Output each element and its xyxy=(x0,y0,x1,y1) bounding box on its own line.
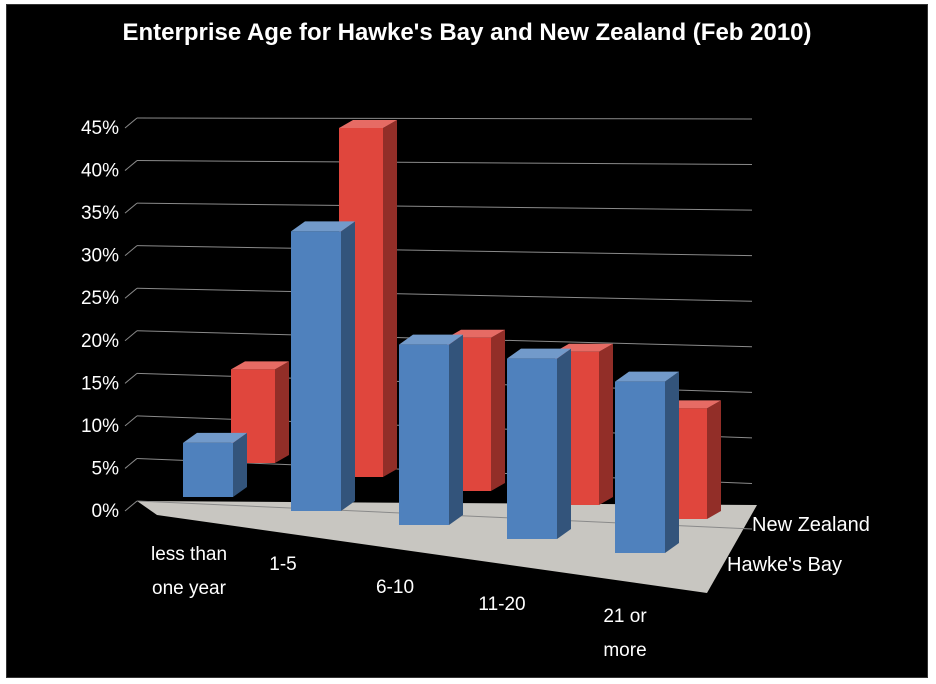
series-label-new-zealand: New Zealand xyxy=(752,514,870,536)
gridline xyxy=(136,245,753,257)
series-label-hawkes-bay: Hawke's Bay xyxy=(727,554,842,576)
y-tick-label: 25% xyxy=(81,288,119,309)
x-category-label: 6-10 xyxy=(376,577,414,598)
gridline-tick xyxy=(124,500,138,512)
bar-hawkes-bay xyxy=(615,371,679,553)
gridline-tick xyxy=(124,117,138,129)
gridline-tick xyxy=(124,372,138,384)
x-category-label: 11-20 xyxy=(478,594,525,615)
gridline-tick xyxy=(124,202,138,214)
y-tick-label: 30% xyxy=(81,246,119,267)
y-tick-label: 40% xyxy=(81,161,119,182)
bar-hawkes-bay xyxy=(399,334,463,525)
gridline xyxy=(136,160,753,166)
gridline xyxy=(136,287,753,302)
chart-frame: Enterprise Age for Hawke's Bay and New Z… xyxy=(6,4,928,678)
gridline-tick xyxy=(124,245,138,257)
gridline-tick xyxy=(124,458,138,469)
gridline-tick xyxy=(124,287,138,299)
chart-svg: 0% 5% 10% 15% 20% 25% 30% 35% 40% 45% less than one… xyxy=(81,117,870,661)
x-category-label: 21 or more xyxy=(603,606,647,661)
y-tick-label: 5% xyxy=(92,458,120,479)
bar-hawkes-bay xyxy=(291,221,355,511)
chart-floor xyxy=(137,501,757,593)
gridline-tick xyxy=(124,160,138,171)
chart-title: Enterprise Age for Hawke's Bay and New Z… xyxy=(122,19,812,46)
x-category-label: 1-5 xyxy=(269,554,296,575)
y-tick-label: 20% xyxy=(81,331,119,352)
bar-hawkes-bay xyxy=(507,348,571,539)
gridline-tick xyxy=(124,415,138,427)
gridline xyxy=(136,117,753,120)
x-category-label: less than one year xyxy=(151,544,227,599)
y-tick-label: 35% xyxy=(81,203,119,224)
gridline xyxy=(136,202,753,211)
gridline-tick xyxy=(124,330,138,342)
y-tick-label: 45% xyxy=(81,118,119,139)
y-tick-label: 10% xyxy=(81,416,119,437)
y-tick-label: 15% xyxy=(81,373,119,394)
bar-hawkes-bay xyxy=(183,432,247,497)
y-tick-label: 0% xyxy=(92,501,120,522)
